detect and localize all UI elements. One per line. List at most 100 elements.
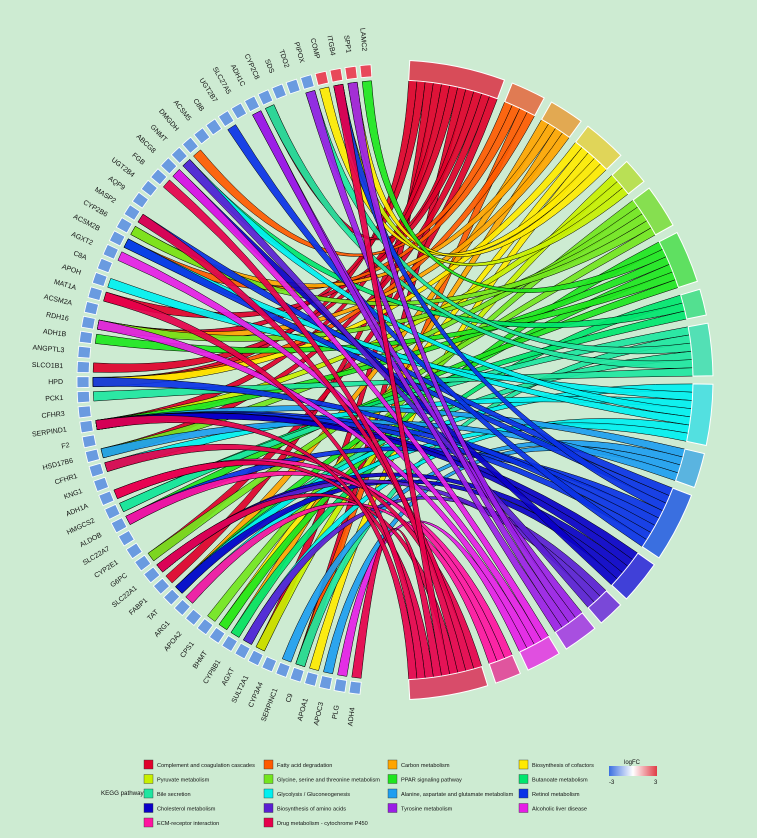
gene-label: SLCO1B1 xyxy=(32,362,64,370)
legend-label: Biosynthesis of cofactors xyxy=(532,763,594,769)
legend-label: Cholesterol metabolism xyxy=(157,807,216,813)
gene-block xyxy=(289,666,305,683)
pathway-gene-ribbon xyxy=(227,124,648,548)
legend-label: PPAR signaling pathway xyxy=(401,778,462,784)
pathway-block xyxy=(632,187,674,236)
legend-items: Complement and coagulation cascades Fatty… xyxy=(143,759,594,828)
pathway-gene-ribbon xyxy=(107,278,694,401)
pathway-block xyxy=(574,125,622,171)
legend-swatch xyxy=(263,803,274,813)
colorbar-title: logFC xyxy=(624,760,641,766)
legend-swatch xyxy=(263,759,274,770)
gene-block xyxy=(115,217,133,234)
pathway-block xyxy=(611,160,645,195)
gene-block xyxy=(160,157,178,175)
gene-block xyxy=(123,204,141,221)
legend-label: Fatty acid degradation xyxy=(277,763,332,769)
legend-swatch xyxy=(518,788,529,799)
legend-label: Tyrosine metabolism xyxy=(401,807,453,813)
gene-block xyxy=(170,146,188,164)
pathway-gene-ribbon xyxy=(103,291,426,680)
gene-label: APOC3 xyxy=(313,701,325,726)
legend-swatch xyxy=(518,803,529,813)
gene-label: C9 xyxy=(285,693,294,704)
pathway-block xyxy=(504,82,545,117)
pathway-gene-ribbon xyxy=(172,169,550,641)
colorbar-gradient xyxy=(609,766,657,776)
gene-block xyxy=(98,490,115,507)
pathway-block xyxy=(554,612,596,650)
gene-block xyxy=(125,542,143,560)
gene-block xyxy=(300,74,315,90)
pathway-gene-ribbon xyxy=(162,179,467,674)
legend-label: Butanoate metabolism xyxy=(532,778,588,784)
pathway-gene-ribbon xyxy=(175,479,624,594)
gene-block xyxy=(140,179,158,197)
gene-block xyxy=(81,434,97,449)
pathway-gene-ribbon xyxy=(147,227,656,562)
legend-label: Pyruvate metabolism xyxy=(157,778,210,784)
gene-block xyxy=(162,588,181,606)
gene-block xyxy=(217,110,235,128)
legend-label: Retinol metabolism xyxy=(532,792,580,798)
gene-block xyxy=(333,678,348,693)
pathway-block xyxy=(408,59,506,100)
gene-block xyxy=(247,649,264,667)
legend-label: Glycine, serine and threonine metabolism xyxy=(277,778,380,784)
legend-swatch xyxy=(387,759,398,770)
pathway-gene-ribbon xyxy=(361,80,667,293)
gene-block xyxy=(243,95,261,113)
pathway-blocks-layer xyxy=(408,59,714,701)
pathway-gene-ribbon xyxy=(230,294,684,638)
gene-block xyxy=(77,405,92,419)
pathway-block xyxy=(408,665,489,701)
pathway-gene-ribbon xyxy=(252,110,563,633)
gene-block xyxy=(181,136,199,154)
gene-block xyxy=(93,476,110,492)
gene-block xyxy=(102,243,119,260)
legend-label: Complement and coagulation cascades xyxy=(157,763,255,769)
legend-swatch xyxy=(263,788,274,799)
gene-label: PCK1 xyxy=(45,395,64,403)
gene-block xyxy=(81,315,96,330)
gene-block xyxy=(261,656,278,673)
pathway-block xyxy=(611,552,655,600)
legend-swatch xyxy=(263,774,274,784)
gene-label: CFHR3 xyxy=(41,411,65,420)
pathway-block xyxy=(680,288,707,320)
gene-block xyxy=(150,168,168,186)
pathway-gene-ribbon xyxy=(319,86,602,257)
gene-block xyxy=(108,230,126,247)
gene-block xyxy=(110,517,128,534)
pathway-gene-ribbon xyxy=(305,90,570,629)
gene-label: F2 xyxy=(61,442,70,450)
gene-block xyxy=(117,529,135,547)
gene-block xyxy=(131,191,149,209)
gene-block xyxy=(76,360,90,374)
gene-label: PLG xyxy=(332,705,341,720)
legend-label: Drug metabolism - cytochrome P450 xyxy=(277,821,368,827)
legend-label: Alanine, aspartate and glutamate metabol… xyxy=(401,792,514,798)
gene-label: COMP xyxy=(309,38,321,60)
legend-label: Carbon metabolism xyxy=(401,763,450,769)
pathway-gene-ribbon xyxy=(265,104,694,369)
gene-block xyxy=(84,448,101,464)
gene-block xyxy=(143,566,161,584)
gene-label: HPD xyxy=(48,379,63,386)
gene-block xyxy=(193,127,211,145)
gene-block xyxy=(104,503,121,520)
gene-block xyxy=(304,671,319,687)
logfc-colorbar: logFC -3 3 xyxy=(609,760,658,786)
gene-block xyxy=(184,608,203,626)
gene-label: ADH4 xyxy=(347,707,356,726)
gene-block xyxy=(329,67,344,83)
gene-block xyxy=(134,554,152,572)
gene-label: C8A xyxy=(72,250,88,262)
gene-block xyxy=(205,118,223,136)
gene-block xyxy=(318,675,333,691)
legend-label: ECM-receptor interaction xyxy=(157,821,219,827)
legend-label: Alcoholic liver disease xyxy=(532,807,587,813)
pathway-gene-ribbon xyxy=(337,520,528,677)
pathway-block xyxy=(658,231,699,289)
gene-label: ADH1B xyxy=(42,328,66,338)
